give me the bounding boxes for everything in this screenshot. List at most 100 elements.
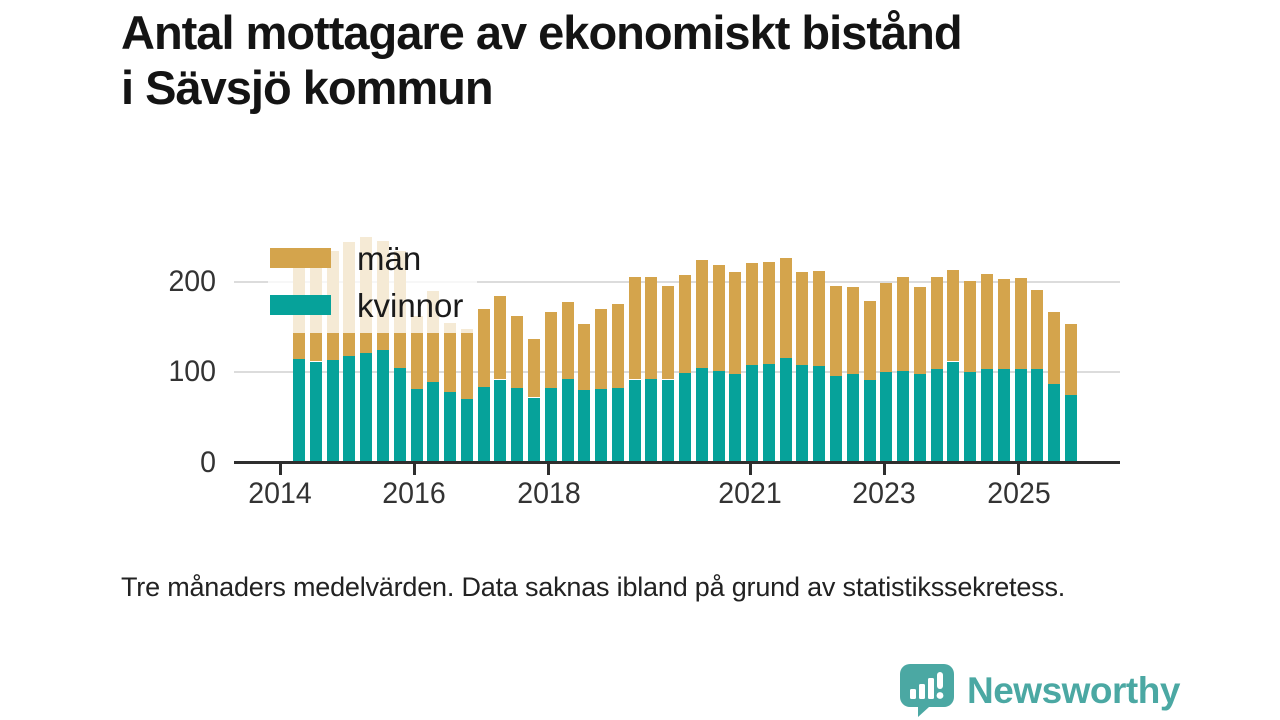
x-axis-line [234,461,1120,464]
bar-kvinnor-2016-Q1 [410,389,423,463]
bar-man-2024-Q1 [947,270,960,362]
bar-man-2021-Q2 [762,262,775,365]
bar-man-2023-Q3 [913,286,926,375]
bar-man-2022-Q3 [846,286,859,375]
legend-label-men: män [357,239,422,277]
bar-man-2019-Q1 [611,303,624,388]
x-axis-label-2014: 2014 [248,477,312,510]
bar-man-2020-Q1 [678,274,691,374]
legend-swatch-women-icon [270,295,331,315]
bar-man-2019-Q3 [645,276,658,379]
bar-kvinnor-2018-Q4 [595,388,607,463]
chart-title-line2: i Sävsjö kommun [121,60,494,114]
bar-kvinnor-2022-Q3 [846,374,859,463]
bar-kvinnor-2017-Q4 [527,397,540,463]
legend-item-men: män [270,241,421,275]
bar-kvinnor-2019-Q4 [662,379,675,463]
legend-swatch-men-icon [270,248,331,268]
bar-kvinnor-2021-Q1 [746,365,759,463]
bar-kvinnor-2023-Q4 [930,368,943,463]
bar-man-2020-Q4 [729,272,742,375]
chart-title: Antal mottagare av ekonomiskt bistånd i … [121,6,1201,115]
bar-man-2021-Q4 [796,272,809,366]
bar-kvinnor-2023-Q2 [897,371,910,463]
legend-label-women: kvinnor [357,286,464,324]
bar-man-2022-Q2 [830,285,842,376]
chart-title-line1: Antal mottagare av ekonomiskt bistånd [121,6,963,59]
bar-kvinnor-2017-Q1 [477,386,490,463]
bar-man-2024-Q3 [981,274,993,369]
bar-man-2024-Q4 [997,279,1010,369]
bar-man-2025-Q2 [1031,290,1044,369]
bar-kvinnor-2014-Q4 [326,359,339,463]
y-axis-label-200: 200 [168,265,216,299]
bar-man-2025-Q3 [1048,311,1061,385]
x-axis-label-2018: 2018 [516,477,581,510]
bar-man-2017-Q1 [477,309,490,387]
bar-kvinnor-2025-Q2 [1031,368,1044,463]
bar-man-2017-Q3 [511,315,524,388]
bar-kvinnor-2019-Q2 [628,379,641,463]
bar-man-2016-Q1 [410,316,423,390]
bar-kvinnor-2015-Q3 [376,349,389,463]
y-axis-label-100: 100 [168,355,216,389]
bar-man-2018-Q3 [578,323,591,391]
bar-kvinnor-2025-Q4 [1064,394,1077,463]
bar-man-2023-Q2 [897,276,910,372]
newsworthy-logo: Newsworthy [899,663,1180,718]
chart-footnote: Tre månaders medelvärden. Data saknas ib… [121,572,1066,602]
bar-kvinnor-2019-Q1 [611,387,624,463]
bar-man-2016-Q3 [444,322,456,393]
bar-kvinnor-2020-Q3 [712,370,725,463]
bar-man-2020-Q2 [695,259,708,368]
y-axis-label-0: 0 [200,445,216,479]
bar-kvinnor-2017-Q3 [511,387,524,463]
legend: män kvinnor [268,237,477,333]
bar-kvinnor-2022-Q2 [830,375,842,463]
bar-kvinnor-2015-Q1 [343,356,356,463]
bar-man-2017-Q4 [527,338,540,398]
bar-man-2017-Q2 [494,295,507,380]
bar-kvinnor-2023-Q3 [913,374,926,463]
legend-item-women: kvinnor [270,288,463,322]
bar-man-2020-Q3 [712,265,725,371]
bar-kvinnor-2019-Q3 [645,378,658,463]
x-axis-label-2021: 2021 [718,477,782,510]
x-axis-label-2016: 2016 [382,477,447,510]
bar-man-2019-Q2 [628,276,641,380]
bar-man-2016-Q4 [460,329,473,399]
x-axis-tick-2016 [412,464,416,475]
x-axis-tick-2025 [1017,464,1021,475]
bar-man-2018-Q1 [544,311,557,388]
bar-kvinnor-2018-Q2 [561,378,574,463]
bar-kvinnor-2022-Q4 [863,380,876,463]
bar-kvinnor-2018-Q3 [578,390,591,463]
bar-kvinnor-2021-Q4 [796,365,809,463]
bar-man-2022-Q4 [863,301,876,381]
gridline-y200 [234,281,1120,284]
gridline-y100 [234,371,1120,374]
x-axis-label-2025: 2025 [986,477,1051,510]
bar-kvinnor-2015-Q2 [360,352,373,463]
bar-kvinnor-2018-Q1 [544,387,557,463]
bar-kvinnor-2020-Q4 [729,374,742,463]
bar-man-2025-Q4 [1064,323,1077,395]
bar-man-2025-Q1 [1014,277,1027,369]
bar-kvinnor-2025-Q3 [1048,384,1061,463]
x-axis-label-2023: 2023 [852,477,917,510]
bar-kvinnor-2021-Q2 [762,364,775,463]
bar-man-2023-Q1 [880,283,893,373]
x-axis-tick-2023 [882,464,886,475]
bar-kvinnor-2021-Q3 [779,357,792,463]
bar-kvinnor-2014-Q2 [293,358,305,463]
bar-kvinnor-2024-Q4 [997,368,1010,463]
bar-chart-speech-bubble-icon [900,664,954,717]
bar-kvinnor-2016-Q2 [427,382,440,463]
x-axis-tick-2018 [547,464,551,475]
bar-kvinnor-2020-Q1 [678,373,691,463]
bar-kvinnor-2015-Q4 [393,367,406,463]
bar-man-2018-Q4 [595,309,607,389]
bar-man-2024-Q2 [964,281,977,373]
bar-kvinnor-2025-Q1 [1014,368,1027,463]
